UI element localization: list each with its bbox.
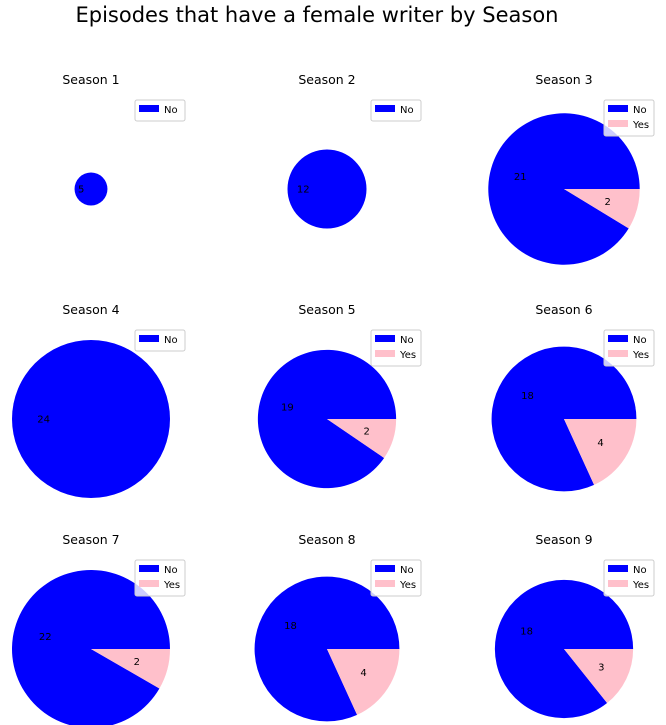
legend-label: No xyxy=(164,335,178,346)
slice-value-label: 21 xyxy=(514,172,527,183)
pie-panel: Season 6 18 4 No Yes xyxy=(491,302,655,492)
slice-value-label: 18 xyxy=(520,627,533,638)
pie-panel: Season 5 19 2 No Yes xyxy=(257,302,422,489)
slice-value-label: 12 xyxy=(297,185,310,196)
pie-panel: Season 1 5 No xyxy=(62,72,186,206)
slice-value-label: 18 xyxy=(521,391,534,402)
legend-swatch-no xyxy=(139,565,159,572)
legend-swatch-no xyxy=(608,565,628,572)
legend-label: Yes xyxy=(399,350,416,361)
slice-value-label: 4 xyxy=(360,668,366,679)
legend-swatch-no xyxy=(375,565,395,572)
legend-label: Yes xyxy=(632,350,649,361)
legend-swatch-yes xyxy=(608,580,628,587)
legend-swatch-no xyxy=(139,335,159,342)
pie-slice-no xyxy=(488,113,640,265)
subplot-title: Season 6 xyxy=(535,302,592,317)
legend: No Yes xyxy=(370,329,422,367)
legend: No Yes xyxy=(134,559,186,597)
pie-panel: Season 3 21 2 No Yes xyxy=(488,72,655,265)
pie-panel: Season 8 18 4 No Yes xyxy=(254,532,422,722)
pie-panel: Season 9 18 3 No Yes xyxy=(494,532,655,719)
subplot-title: Season 4 xyxy=(62,302,119,317)
slice-value-label: 3 xyxy=(598,663,604,674)
pie-slice-no xyxy=(254,576,400,722)
pie-slice-no xyxy=(491,346,637,492)
legend-label: Yes xyxy=(399,580,416,591)
figure-title: Episodes that have a female writer by Se… xyxy=(76,3,559,27)
legend: No Yes xyxy=(603,99,655,137)
pie-slice-no xyxy=(257,349,397,489)
legend: No Yes xyxy=(370,559,422,597)
legend-label: Yes xyxy=(632,580,649,591)
legend-label: No xyxy=(400,565,414,576)
legend-label: No xyxy=(633,335,647,346)
subplot-title: Season 5 xyxy=(298,302,355,317)
legend: No Yes xyxy=(603,329,655,367)
pie-slice-yes xyxy=(327,419,397,458)
pie-slice-yes xyxy=(91,649,170,689)
legend-label: No xyxy=(400,335,414,346)
legend-swatch-no xyxy=(608,335,628,342)
legend-label: No xyxy=(164,105,178,116)
pie-slice-yes xyxy=(327,649,400,715)
pie-slice-no xyxy=(12,570,170,725)
legend: No xyxy=(370,99,422,122)
legend-label: No xyxy=(164,565,178,576)
pie-slice-yes xyxy=(564,189,640,229)
subplot-title: Season 3 xyxy=(535,72,592,87)
subplot-title: Season 9 xyxy=(535,532,592,547)
pie-slice-no xyxy=(12,340,170,498)
slice-value-label: 2 xyxy=(134,657,140,668)
legend-swatch-yes xyxy=(139,580,159,587)
legend-label: Yes xyxy=(632,120,649,131)
slice-value-label: 24 xyxy=(37,415,50,426)
legend-label: No xyxy=(400,105,414,116)
slice-value-label: 19 xyxy=(281,402,294,413)
legend-swatch-no xyxy=(608,105,628,112)
legend-label: No xyxy=(633,105,647,116)
slice-value-label: 5 xyxy=(78,185,84,196)
legend: No xyxy=(134,329,186,352)
legend-swatch-yes xyxy=(608,120,628,127)
pie-slice-no xyxy=(74,172,108,206)
slice-value-label: 22 xyxy=(39,632,52,643)
legend-swatch-yes xyxy=(608,350,628,357)
subplot-title: Season 8 xyxy=(298,532,355,547)
pie-slice-no xyxy=(287,149,367,229)
legend-swatch-no xyxy=(375,105,395,112)
legend-swatch-no xyxy=(375,335,395,342)
slice-value-label: 2 xyxy=(605,197,611,208)
legend-label: Yes xyxy=(163,580,180,591)
pie-slice-yes xyxy=(564,649,634,704)
pie-panel: Season 4 24 No xyxy=(12,302,186,498)
subplot-title: Season 1 xyxy=(62,72,119,87)
legend: No xyxy=(134,99,186,122)
slice-value-label: 4 xyxy=(597,438,603,449)
subplot-title: Season 7 xyxy=(62,532,119,547)
pie-slice-no xyxy=(494,579,634,719)
legend-swatch-no xyxy=(139,105,159,112)
slice-value-label: 18 xyxy=(284,621,297,632)
pie-panel: Season 2 12 No xyxy=(287,72,422,229)
legend-label: No xyxy=(633,565,647,576)
legend: No Yes xyxy=(603,559,655,597)
pie-slice-yes xyxy=(564,419,637,485)
slice-value-label: 2 xyxy=(363,427,369,438)
legend-swatch-yes xyxy=(375,350,395,357)
legend-swatch-yes xyxy=(375,580,395,587)
subplot-title: Season 2 xyxy=(298,72,355,87)
